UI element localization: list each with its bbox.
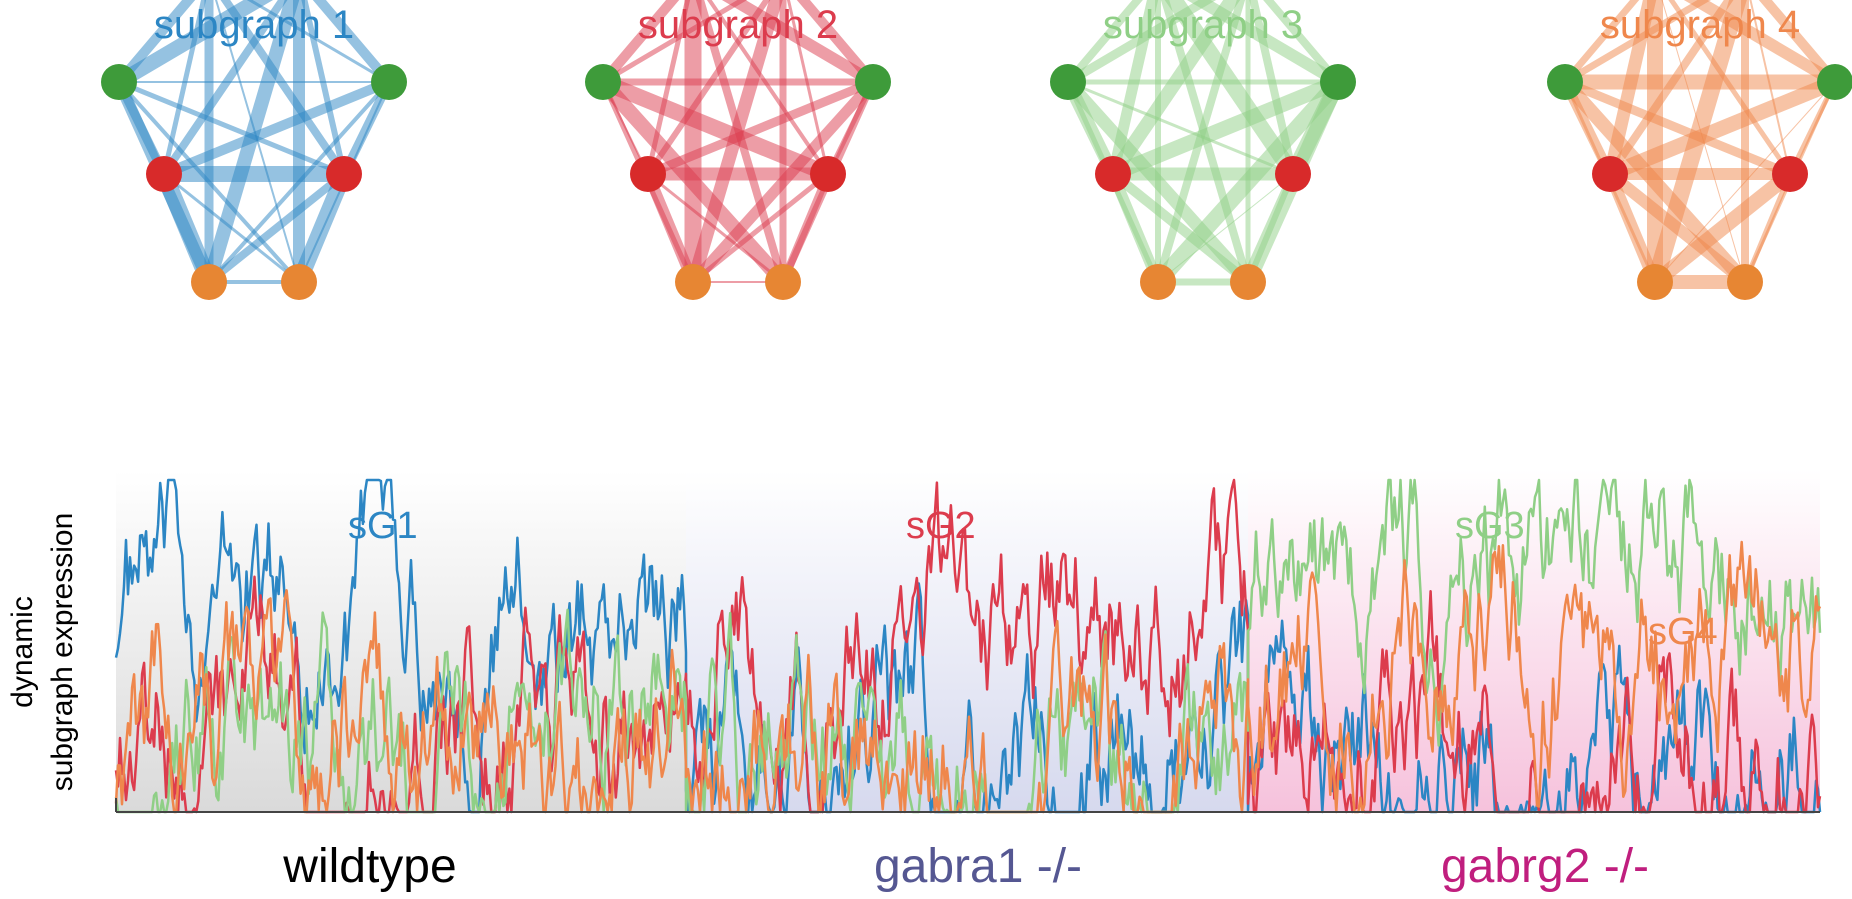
network-node xyxy=(855,64,891,100)
network-edge xyxy=(1152,76,1344,288)
network-node xyxy=(1772,156,1808,192)
network-node xyxy=(371,64,407,100)
network-edge xyxy=(1604,171,1661,285)
network-edge xyxy=(642,171,699,285)
network-edge xyxy=(163,172,300,284)
network-edge xyxy=(1563,77,1792,179)
network-edge xyxy=(1064,0,1143,85)
network-edge xyxy=(1758,0,1839,86)
network-edges xyxy=(1559,0,1839,289)
network-node xyxy=(630,156,666,192)
series-label-sg4: sG4 xyxy=(1648,611,1718,653)
network-node xyxy=(1817,64,1852,100)
network-edge xyxy=(1110,75,1341,181)
network-node xyxy=(326,156,362,192)
network-edge xyxy=(115,0,196,86)
network-edges xyxy=(597,0,878,288)
series-label-sg2: sG2 xyxy=(906,505,976,547)
network-edge xyxy=(115,0,274,89)
network-edge xyxy=(601,0,748,85)
network-edge xyxy=(599,74,832,182)
network-edge xyxy=(779,172,832,284)
subgraph-panel-4: subgraph 4 xyxy=(1547,0,1852,300)
network-node xyxy=(1637,264,1673,300)
expression-trace-4 xyxy=(114,540,1822,814)
network-edge xyxy=(1650,168,1795,288)
network-edge xyxy=(1263,0,1342,85)
network-edge xyxy=(1157,173,1294,283)
network-node xyxy=(810,156,846,192)
network-edge xyxy=(1606,169,1749,287)
network-edge xyxy=(1164,0,1300,179)
subgraph-panel-3: subgraph 3 xyxy=(1050,0,1356,300)
network-node xyxy=(146,156,182,192)
network-edge xyxy=(1563,0,1712,86)
network-node xyxy=(281,264,317,300)
network-edge xyxy=(162,77,391,179)
network-edges xyxy=(113,0,394,286)
network-nodes xyxy=(585,64,891,300)
network-edge xyxy=(1107,171,1164,285)
network-edge xyxy=(647,172,784,284)
network-node xyxy=(1547,64,1583,100)
y-axis-label: dynamic xyxy=(6,596,39,708)
network-edge xyxy=(597,76,789,288)
series-label-sg3: sG3 xyxy=(1455,505,1525,547)
subgraph-panel-2: subgraph 2 xyxy=(585,0,891,300)
condition-label-gabra1: gabra1 -/- xyxy=(874,840,1082,893)
expression-plot: dynamic subgraph expression sG1 sG2 sG3 … xyxy=(6,470,1822,893)
network-node xyxy=(1095,156,1131,192)
network-node xyxy=(1140,264,1176,300)
network-node xyxy=(1050,64,1086,100)
network-edge xyxy=(1109,170,1252,286)
network-edge xyxy=(1742,173,1793,283)
y-axis-label-line1: dynamic xyxy=(6,596,39,708)
network-edge xyxy=(291,170,352,286)
network-node xyxy=(1727,264,1763,300)
condition-label-wildtype: wildtype xyxy=(282,840,456,893)
network-node xyxy=(191,264,227,300)
network-edges xyxy=(1062,0,1346,288)
network-edge xyxy=(1559,77,1751,287)
network-node xyxy=(1230,264,1266,300)
network-edge xyxy=(1154,0,1246,284)
network-edge xyxy=(1107,0,1241,178)
network-edge xyxy=(1245,172,1296,284)
network-edge xyxy=(1063,77,1253,287)
network-nodes xyxy=(101,64,407,300)
subgraph-panel-1: subgraph 1 xyxy=(101,0,407,300)
network-node xyxy=(675,264,711,300)
y-axis-label-2: subgraph expression xyxy=(46,513,79,792)
network-edge xyxy=(156,170,217,286)
network-node xyxy=(1592,156,1628,192)
network-edge xyxy=(599,0,680,86)
y-axis-label-line2: subgraph expression xyxy=(46,513,79,792)
network-edge xyxy=(202,0,300,284)
condition-label-gabrg2: gabrg2 -/- xyxy=(1441,840,1649,893)
network-edge xyxy=(1065,0,1217,86)
network-edge xyxy=(646,77,875,179)
network-edge xyxy=(1646,0,1747,285)
network-edge xyxy=(1562,0,1640,85)
network-edge xyxy=(691,172,830,284)
network-edge xyxy=(160,0,288,177)
network-nodes xyxy=(1050,64,1356,300)
network-node xyxy=(1275,156,1311,192)
network-nodes xyxy=(1547,64,1852,300)
series-label-sg1: sG1 xyxy=(348,505,418,547)
network-edge xyxy=(118,79,345,177)
network-edge xyxy=(645,0,771,176)
network-node xyxy=(101,64,137,100)
network-edge xyxy=(688,78,878,286)
network-edge xyxy=(1607,75,1838,181)
network-edge xyxy=(796,0,877,86)
network-edge xyxy=(206,170,347,286)
network-node xyxy=(1320,64,1356,100)
network-edge xyxy=(312,0,393,86)
network-edge xyxy=(1067,80,1294,176)
network-node xyxy=(765,264,801,300)
network-node xyxy=(585,64,621,100)
